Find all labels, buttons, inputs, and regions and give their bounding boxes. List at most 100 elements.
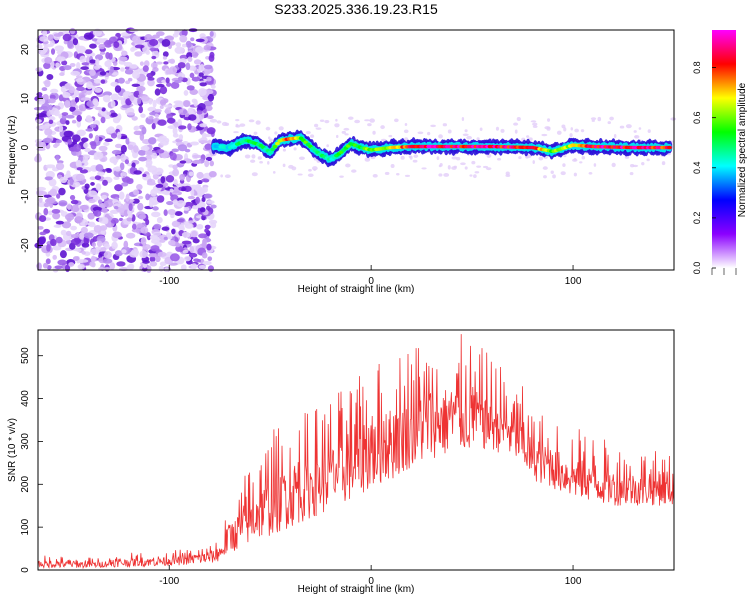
spectrogram-noise-cell (172, 164, 178, 170)
spectrogram-noise-cell (174, 79, 182, 84)
snr-y-label: SNR (10 * v/v) (7, 418, 18, 482)
spectrogram-noise-cell (157, 119, 167, 126)
spectrogram-noise-cell (71, 119, 77, 124)
spectrogram-noise-cell (90, 181, 95, 186)
spectrogram-noise-cell (151, 55, 157, 60)
spectrogram-noise-cell (59, 250, 67, 259)
spectrogram-noise-cell (101, 207, 108, 213)
spectrogram-noise-cell (110, 209, 117, 214)
spectrogram-noise-cell (100, 247, 107, 252)
spectrogram-noise-cell (111, 149, 122, 155)
snr-y-tick-label: 100 (20, 518, 31, 535)
spectrogram-noise-cell (210, 222, 217, 229)
spectrogram-noise-cell (58, 125, 64, 133)
spectrogram-noise-cell (155, 31, 165, 37)
spectrogram-noise-cell (80, 66, 90, 71)
spectrogram-noise-cell (66, 170, 71, 177)
spectrogram-noise-cell (607, 121, 611, 125)
spectrogram-noise-cell (56, 193, 61, 199)
spectrogram-noise-cell (46, 74, 54, 81)
spectrogram-noise-cell (109, 262, 116, 270)
spectrogram-noise-cell (197, 103, 206, 111)
spectrogram-noise-cell (70, 199, 79, 205)
spectrogram-noise-cell (79, 204, 89, 210)
spectrogram-noise-cell (48, 116, 56, 121)
spectrogram-noise-cell (52, 245, 62, 251)
spectrogram-noise-cell (76, 114, 82, 122)
spectrogram-x-tick-label: 100 (565, 276, 582, 287)
spectrogram-noise-cell (178, 125, 187, 130)
spectrogram-noise-cell (579, 161, 583, 164)
spectrogram-noise-cell (369, 118, 375, 123)
spectrogram-noise-cell (591, 119, 595, 122)
spectrogram-noise-cell (173, 178, 178, 186)
spectrogram-noise-cell (116, 261, 126, 267)
spectrogram-noise-cell (69, 195, 76, 201)
spectrogram-x-ticks: -100 0 100 (159, 265, 582, 287)
spectrogram-noise-cell (552, 174, 556, 179)
spectrogram-noise-cell (202, 260, 212, 266)
spectrogram-noise-cell (171, 228, 176, 235)
spectrogram-noise-cell (198, 64, 206, 72)
spectrogram-noise-cell (518, 156, 522, 160)
spectrogram-noise-cell (182, 43, 187, 48)
spectrogram-noise-cell (146, 72, 154, 79)
spectrogram-noise-cell (89, 248, 100, 255)
spectrogram-noise-cell (135, 39, 145, 44)
spectrogram-noise-cell (132, 150, 139, 159)
spectrogram-noise-cell (216, 120, 222, 124)
spectrogram-noise-cell (83, 32, 94, 40)
spectrogram-noise-cell (142, 243, 151, 250)
snr-frame (37, 329, 675, 571)
spectrogram-noise-cell (267, 161, 270, 165)
spectrogram-noise-cell (581, 155, 586, 160)
spectrogram-noise-cell (125, 193, 130, 202)
spectrogram-noise-cell (201, 252, 208, 259)
spectrogram-noise-cell (451, 166, 457, 170)
spectrogram-noise-cell (75, 173, 85, 182)
spectrogram-noise-cell (120, 171, 128, 177)
spectrogram-noise-cell (47, 98, 56, 104)
spectrogram-noise-cell (144, 150, 153, 156)
spectrogram-noise-cell (86, 81, 93, 90)
spectrogram-noise-cell (532, 125, 538, 128)
spectrogram-noise-cell (265, 126, 271, 131)
spectrogram-noise-cell (88, 198, 96, 204)
spectrogram-noise-cell (196, 171, 204, 179)
spectrogram-noise-cell (94, 106, 103, 111)
spectrogram-noise-cell (83, 142, 89, 149)
spectrogram-noise-cell (181, 240, 192, 245)
spectrogram-noise-cell (563, 127, 567, 132)
spectrogram-noise-cell (114, 85, 122, 93)
spectrogram-noise-cell (120, 153, 127, 162)
snr-panel: -100 0 100 0 100 200 300 400 500 Height of stra… (7, 329, 675, 595)
spectrogram-noise-cell (136, 183, 143, 191)
spectrogram-noise-cell (78, 259, 89, 263)
spectrogram-noise-cell (133, 145, 139, 153)
spectrogram-noise-cell (103, 141, 110, 147)
spectrogram-noise-cell (177, 62, 186, 69)
spectrogram-noise-cell (334, 123, 340, 128)
spectrogram-noise-cell (543, 175, 547, 179)
spectrogram-noise-cell (569, 133, 573, 138)
spectrogram-noise-cell (139, 250, 148, 259)
snr-x-ticks: -100 0 100 (159, 565, 582, 587)
spectrogram-noise-cell (62, 91, 71, 99)
spectrogram-noise-cell (81, 242, 90, 248)
spectrogram-noise-cell (136, 223, 144, 229)
snr-x-label: Height of straight line (km) (298, 584, 415, 595)
spectrogram-noise-cell (179, 173, 186, 181)
spectrogram-noise-cell (64, 100, 71, 109)
spectrogram-noise-cell (35, 119, 42, 123)
spectrogram-noise-cell (146, 265, 152, 273)
spectrogram-noise-cell (124, 66, 130, 70)
spectrogram-noise-cell (436, 156, 440, 161)
spectrogram-noise-cell (203, 64, 213, 70)
spectrogram-noise-cell (526, 135, 530, 138)
spectrogram-noise-cell (311, 166, 318, 171)
spectrogram-noise-cell (168, 240, 176, 246)
spectrogram-noise-cell (141, 126, 147, 135)
spectrogram-noise-cell (127, 112, 135, 116)
spectrogram-noise-cell (319, 119, 325, 122)
spectrogram-noise-cell (54, 265, 63, 270)
